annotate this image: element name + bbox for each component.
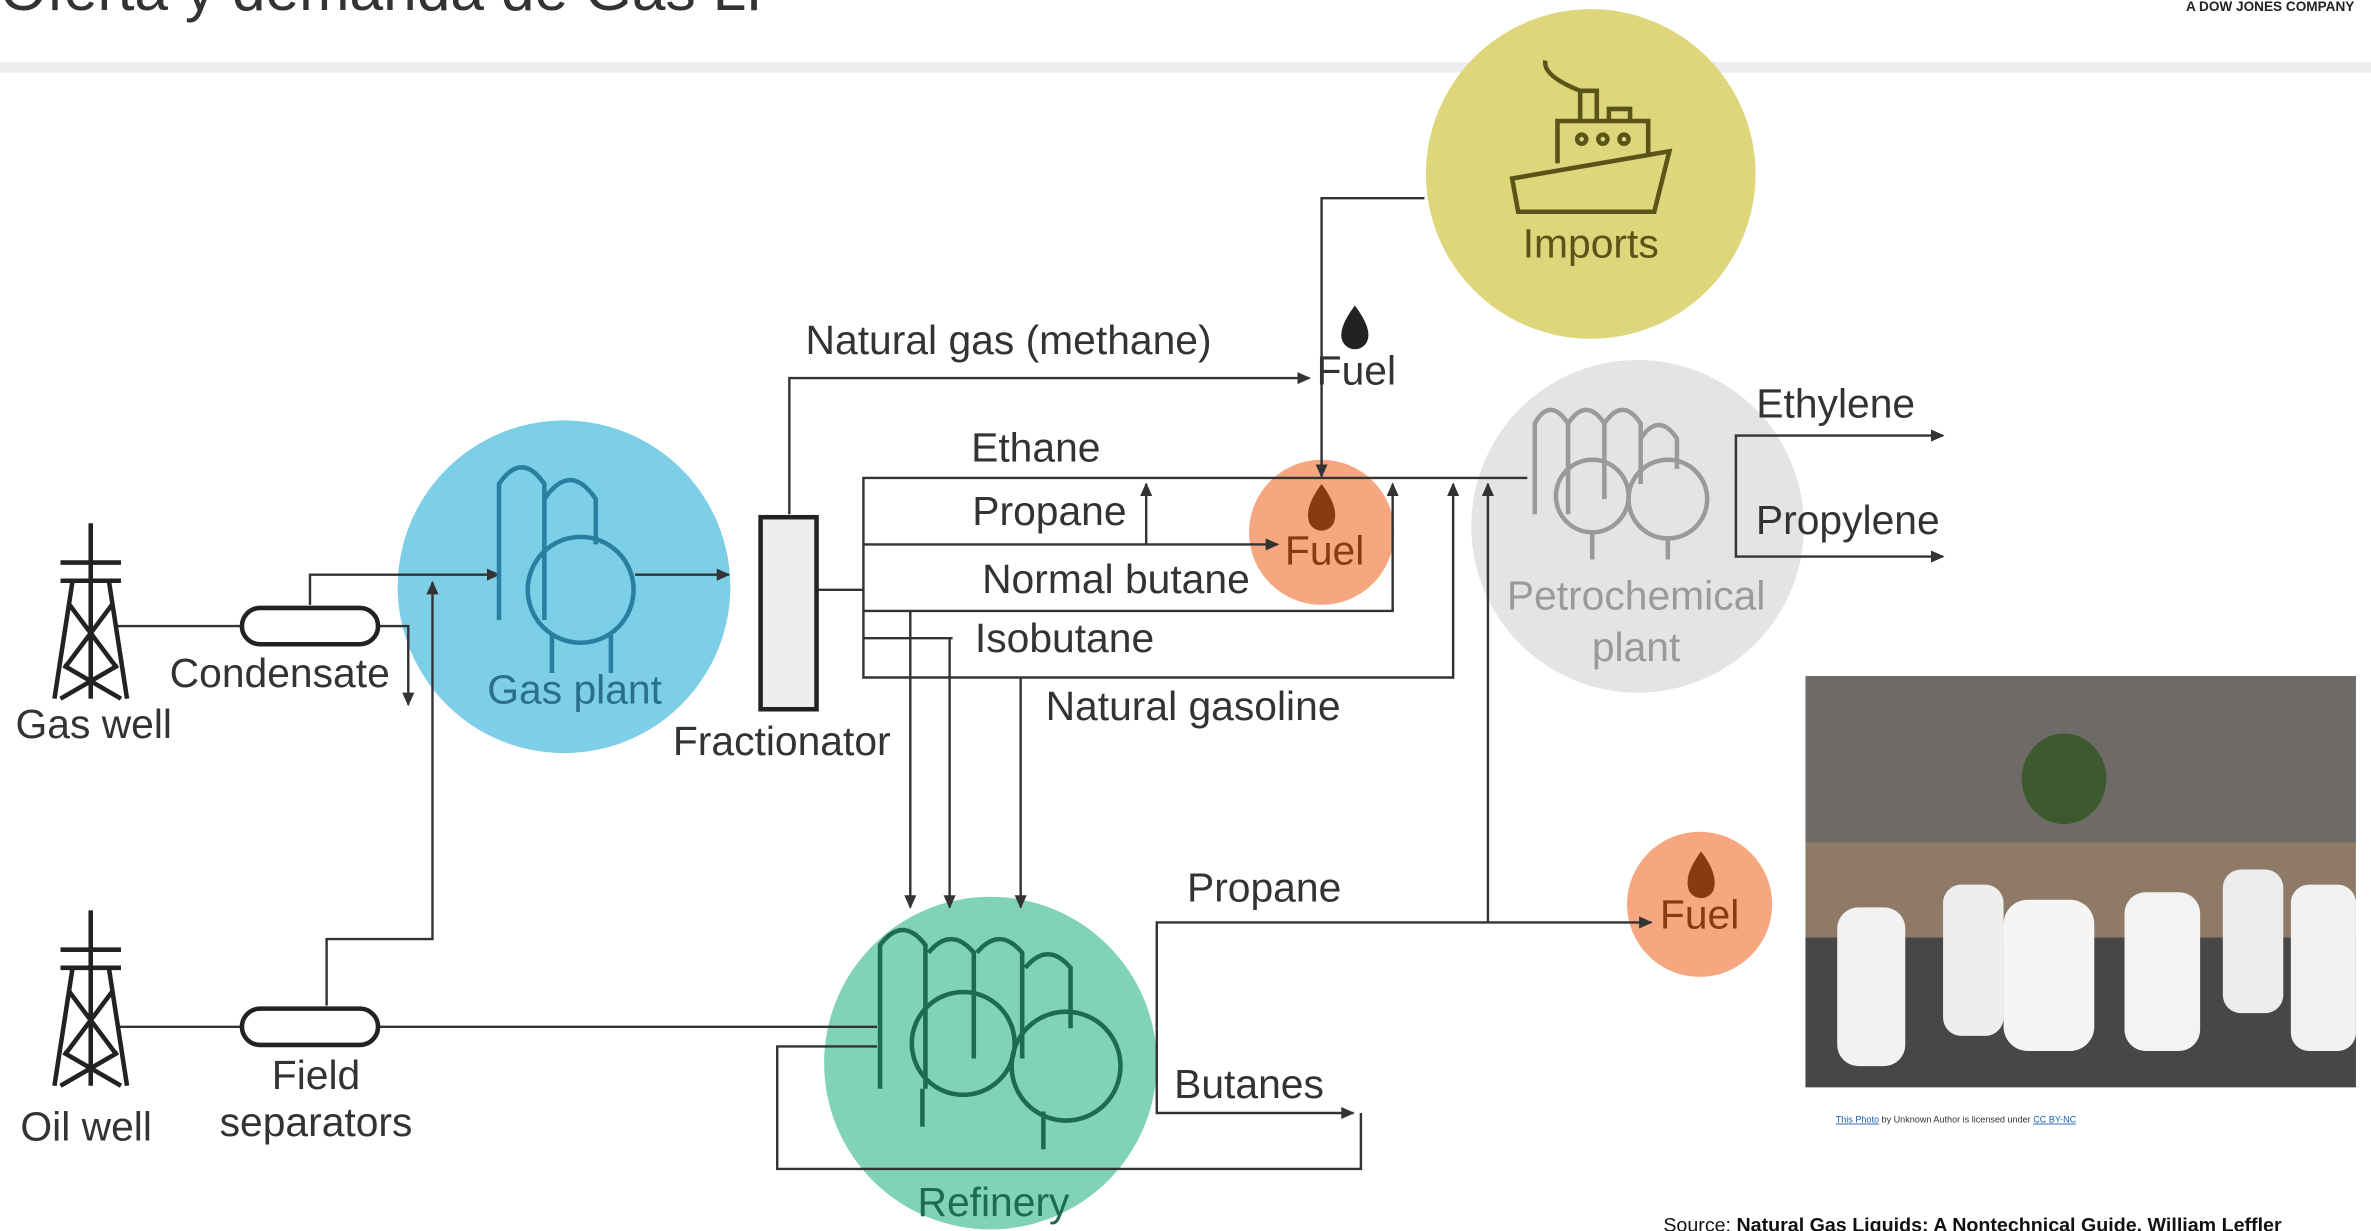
brand: A DOW JONES COMPANY [2186, 0, 2354, 14]
flow-label: Natural gasoline [1046, 683, 1341, 729]
node-label: Oil well [20, 1103, 152, 1149]
flow-label: Ethylene [1756, 381, 1915, 427]
flow-label: Normal butane [982, 556, 1250, 602]
node-label: Imports [1523, 220, 1659, 266]
license-link[interactable]: CC BY-NC [2033, 1115, 2076, 1125]
node-label: plant [1592, 624, 1681, 670]
flow-label: Butanes [1174, 1061, 1324, 1107]
fractionator-icon [761, 517, 817, 709]
photo-credit: This Photo by Unknown Author is licensed… [1836, 1115, 2077, 1125]
node-label: Petrochemical [1507, 573, 1766, 619]
node-label: Gas plant [487, 666, 662, 712]
header-rule [0, 62, 2371, 73]
photo-link[interactable]: This Photo [1836, 1115, 1879, 1125]
flow-label: Natural gas (methane) [806, 317, 1212, 363]
propane-tanks-photo [1805, 676, 2355, 1087]
flow-label: Propylene [1756, 497, 1940, 543]
flow-label: Isobutane [975, 615, 1154, 661]
imports-circle [1426, 9, 1756, 339]
flow-label: Propane [972, 488, 1126, 534]
node-label: separators [220, 1099, 413, 1145]
source-prefix: Source: [1663, 1215, 1736, 1231]
node-label: Fuel [1317, 347, 1396, 393]
node-label: Field [272, 1052, 360, 1098]
slide-title: Oferta y demanda de Gas LP [0, 0, 787, 23]
node-label: Fuel [1660, 892, 1739, 938]
source-note: Source: Natural Gas Liquids: A Nontechni… [1663, 1215, 2282, 1231]
node-label: Refinery [917, 1179, 1070, 1225]
node-label: Fuel [1285, 527, 1364, 573]
source-reference: Natural Gas Liquids: A Nontechnical Guid… [1736, 1215, 2281, 1231]
flow-label: Ethane [971, 424, 1100, 470]
node-label: Condensate [170, 650, 390, 696]
photo-credit-text: by Unknown Author is licensed under [1879, 1115, 2033, 1125]
slide: Oferta y demanda de Gas LP A DOW JONES C… [0, 0, 2371, 1231]
node-label: Fractionator [673, 718, 891, 764]
flow-label: Propane [1187, 864, 1341, 910]
node-label: Gas well [16, 701, 172, 747]
